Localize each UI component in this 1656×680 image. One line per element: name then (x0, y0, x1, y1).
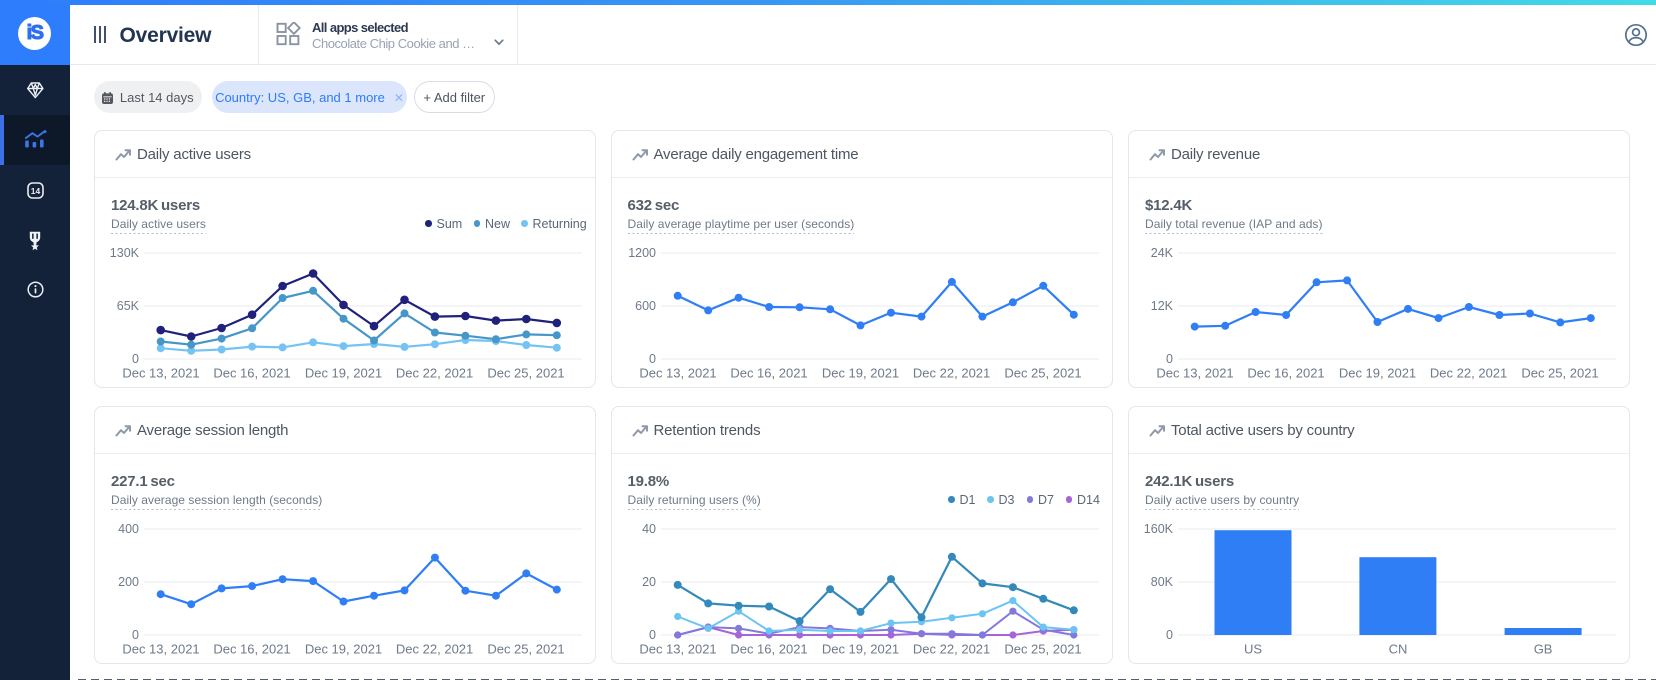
svg-text:0: 0 (132, 352, 139, 366)
svg-text:1200: 1200 (628, 246, 656, 260)
svg-text:Dec 19, 2021: Dec 19, 2021 (821, 642, 898, 657)
svg-text:Dec 22, 2021: Dec 22, 2021 (396, 366, 473, 381)
svg-text:US: US (1244, 642, 1262, 657)
svg-text:Dec 13, 2021: Dec 13, 2021 (639, 642, 716, 657)
svg-text:600: 600 (635, 299, 656, 313)
svg-text:200: 200 (118, 575, 139, 589)
svg-text:Dec 19, 2021: Dec 19, 2021 (305, 642, 382, 657)
svg-text:Dec 25, 2021: Dec 25, 2021 (1004, 366, 1081, 381)
svg-text:80K: 80K (1151, 575, 1174, 589)
svg-text:0: 0 (1166, 352, 1173, 366)
svg-text:Dec 16, 2021: Dec 16, 2021 (730, 366, 807, 381)
svg-text:65K: 65K (117, 299, 140, 313)
svg-text:400: 400 (118, 522, 139, 536)
svg-text:Dec 16, 2021: Dec 16, 2021 (1247, 366, 1324, 381)
svg-text:Dec 16, 2021: Dec 16, 2021 (730, 642, 807, 657)
svg-text:14: 14 (30, 186, 40, 196)
svg-text:12K: 12K (1151, 299, 1174, 313)
svg-text:GB: GB (1534, 642, 1553, 657)
svg-text:0: 0 (649, 352, 656, 366)
svg-text:Dec 13, 2021: Dec 13, 2021 (122, 642, 199, 657)
svg-text:Dec 25, 2021: Dec 25, 2021 (1004, 642, 1081, 657)
svg-text:0: 0 (649, 628, 656, 642)
svg-text:20: 20 (642, 575, 656, 589)
svg-text:Dec 25, 2021: Dec 25, 2021 (487, 642, 564, 657)
svg-text:Dec 22, 2021: Dec 22, 2021 (1430, 366, 1507, 381)
svg-text:Dec 19, 2021: Dec 19, 2021 (305, 366, 382, 381)
svg-text:160K: 160K (1144, 522, 1174, 536)
svg-text:Dec 13, 2021: Dec 13, 2021 (122, 366, 199, 381)
svg-text:40: 40 (642, 522, 656, 536)
svg-text:Dec 16, 2021: Dec 16, 2021 (213, 366, 290, 381)
svg-text:Dec 22, 2021: Dec 22, 2021 (396, 642, 473, 657)
svg-text:0: 0 (1166, 628, 1173, 642)
svg-text:Dec 22, 2021: Dec 22, 2021 (912, 366, 989, 381)
svg-text:130K: 130K (110, 246, 140, 260)
svg-text:Dec 19, 2021: Dec 19, 2021 (821, 366, 898, 381)
svg-text:24K: 24K (1151, 246, 1174, 260)
svg-text:Dec 25, 2021: Dec 25, 2021 (1521, 366, 1598, 381)
svg-text:Dec 25, 2021: Dec 25, 2021 (487, 366, 564, 381)
svg-text:Dec 13, 2021: Dec 13, 2021 (1156, 366, 1233, 381)
svg-text:0: 0 (132, 628, 139, 642)
svg-text:Dec 13, 2021: Dec 13, 2021 (639, 366, 716, 381)
svg-text:CN: CN (1389, 642, 1408, 657)
svg-text:Dec 22, 2021: Dec 22, 2021 (912, 642, 989, 657)
svg-text:Dec 19, 2021: Dec 19, 2021 (1339, 366, 1416, 381)
svg-text:Dec 16, 2021: Dec 16, 2021 (213, 642, 290, 657)
